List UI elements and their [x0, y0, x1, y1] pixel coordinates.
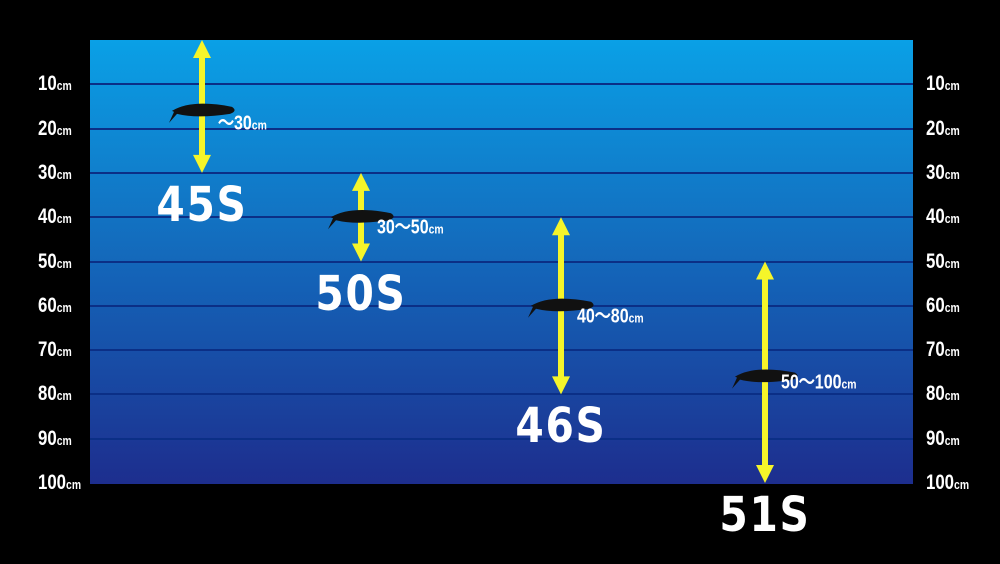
lure-fish-icon	[528, 298, 594, 318]
depth-label-right: 30cm	[926, 160, 960, 184]
depth-label-right: 90cm	[926, 426, 960, 450]
depth-label-left: 60cm	[38, 293, 72, 317]
depth-label-right: 40cm	[926, 205, 960, 229]
depth-label-right: 100cm	[926, 471, 970, 494]
depth-band	[90, 261, 913, 307]
depth-label-left: 30cm	[38, 160, 72, 184]
arrow-head-up-icon	[193, 40, 211, 58]
depth-label-left: 100cm	[38, 471, 82, 494]
depth-label-right: 80cm	[926, 382, 960, 406]
grid-line	[90, 393, 913, 396]
lure-model-label: 45S	[156, 176, 248, 233]
lure-fish-icon	[732, 369, 798, 389]
depth-band	[90, 438, 913, 484]
lure-model-label: 46S	[515, 398, 607, 455]
grid-line	[90, 260, 913, 263]
arrow-head-down-icon	[193, 154, 211, 173]
depth-range-label: 30～50cm	[377, 216, 444, 239]
grid-line	[90, 216, 913, 219]
depth-band	[90, 305, 913, 352]
arrow-head-down-icon	[756, 465, 774, 483]
grid-line	[90, 349, 913, 352]
depth-label-left: 80cm	[38, 382, 72, 406]
depth-range-label: 40～80cm	[577, 305, 644, 328]
depth-label-left: 90cm	[38, 426, 72, 450]
arrow-head-down-icon	[352, 243, 370, 262]
arrow-head-up-icon	[756, 261, 774, 280]
depth-label-left: 50cm	[38, 249, 72, 273]
depth-band	[90, 394, 913, 440]
depth-label-right: 10cm	[926, 72, 960, 96]
depth-band	[90, 217, 913, 263]
lure-model-label: 51S	[719, 487, 811, 543]
grid-line	[90, 171, 913, 174]
arrow-head-down-icon	[552, 376, 570, 395]
depth-label-left: 70cm	[38, 338, 72, 362]
arrow-head-up-icon	[352, 172, 370, 191]
depth-band	[90, 128, 913, 174]
lure-model-label: 50S	[315, 265, 407, 322]
depth-label-left: 40cm	[38, 205, 72, 229]
depth-label-left: 10cm	[38, 72, 72, 96]
grid-line	[90, 83, 913, 86]
depth-label-right: 60cm	[926, 293, 960, 317]
depth-label-right: 50cm	[926, 249, 960, 273]
depth-label-right: 70cm	[926, 338, 960, 362]
grid-line	[90, 127, 913, 130]
depth-range-label: 50～100cm	[781, 371, 857, 394]
lure-fish-icon	[169, 103, 235, 123]
depth-band	[90, 40, 913, 86]
grid-line	[90, 304, 913, 307]
depth-label-left: 20cm	[38, 116, 72, 140]
depth-band	[90, 172, 913, 219]
depth-label-right: 20cm	[926, 116, 960, 140]
water-column	[90, 40, 913, 484]
arrow-head-up-icon	[552, 217, 570, 236]
grid-line	[90, 437, 913, 440]
depth-range-label: ～30cm	[218, 112, 267, 135]
lure-fish-icon	[328, 210, 394, 230]
